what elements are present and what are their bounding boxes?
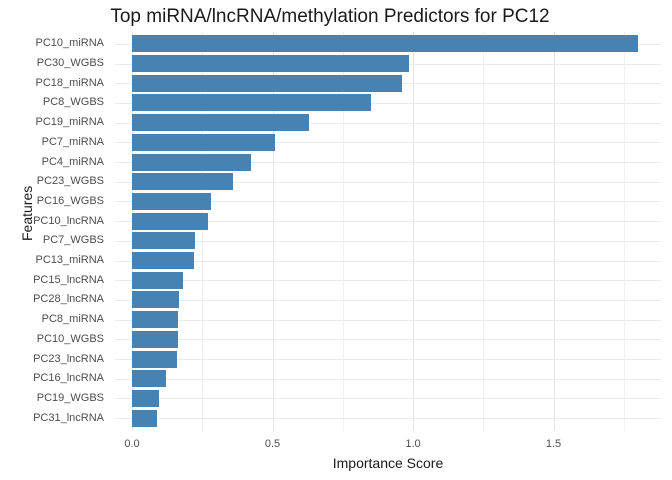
bar-PC13_miRNA <box>132 252 194 270</box>
y-gridline <box>115 260 661 262</box>
y-gridline <box>115 181 661 183</box>
bar-PC15_lncRNA <box>132 271 183 289</box>
y-tick-label: PC15_lncRNA <box>33 273 104 286</box>
y-gridline <box>115 418 661 420</box>
x-major-gridline <box>272 32 274 431</box>
y-gridline <box>115 142 661 144</box>
y-gridline <box>115 201 661 203</box>
y-tick-label: PC8_WGBS <box>42 96 104 109</box>
x-major-gridline <box>413 32 414 431</box>
y-gridline <box>115 280 661 282</box>
y-tick-label: PC7_WGBS <box>42 234 104 247</box>
x-minor-gridline <box>483 32 485 431</box>
bar-PC16_WGBS <box>132 192 211 210</box>
y-gridline <box>115 122 661 124</box>
bar-PC4_miRNA <box>132 153 252 171</box>
y-tick-label: PC13_miRNA <box>35 254 104 267</box>
bar-PC31_lncRNA <box>132 409 158 427</box>
y-tick-label: PC18_miRNA <box>35 76 104 89</box>
bar-PC23_lncRNA <box>132 350 177 368</box>
y-gridline <box>115 221 661 223</box>
y-tick-label: PC31_lncRNA <box>33 411 104 424</box>
bar-PC30_WGBS <box>132 55 409 73</box>
bar-PC8_miRNA <box>132 311 179 329</box>
x-axis-title: Importance Score <box>332 455 444 471</box>
chart-title: Top miRNA/lncRNA/methylation Predictors … <box>110 6 550 27</box>
y-gridline <box>115 339 661 341</box>
y-tick-label: PC23_WGBS <box>36 175 104 188</box>
y-tick-label: PC19_miRNA <box>35 116 104 129</box>
y-tick-label: PC16_lncRNA <box>33 372 104 385</box>
bar-PC19_miRNA <box>132 114 310 132</box>
x-tick-label: 0.5 <box>264 438 281 450</box>
bar-PC10_lncRNA <box>132 212 208 230</box>
x-tick-label: 1.0 <box>405 438 421 450</box>
y-gridline <box>115 319 661 321</box>
y-tick-label: PC8_miRNA <box>41 313 104 326</box>
y-tick-label: PC10_lncRNA <box>33 214 104 227</box>
x-tick-label: 0.0 <box>124 438 140 450</box>
bar-PC18_miRNA <box>132 74 402 92</box>
x-tick-label: 1.5 <box>545 438 562 450</box>
bar-PC10_WGBS <box>132 330 179 348</box>
x-major-gridline <box>553 32 555 431</box>
y-tick-label: PC16_WGBS <box>36 194 104 207</box>
bar-PC16_lncRNA <box>132 370 166 388</box>
y-gridline <box>115 299 661 301</box>
bar-PC23_WGBS <box>132 173 234 191</box>
y-tick-label: PC4_miRNA <box>41 155 104 168</box>
y-tick-label: PC19_WGBS <box>36 391 104 404</box>
bar-PC10_miRNA <box>132 35 638 53</box>
bar-PC7_miRNA <box>132 133 276 151</box>
y-tick-label: PC10_WGBS <box>36 332 104 345</box>
y-gridline <box>115 398 661 400</box>
x-major-gridline <box>132 32 133 431</box>
y-gridline <box>115 102 661 104</box>
x-minor-gridline <box>623 32 625 431</box>
y-gridline <box>115 240 661 242</box>
bar-PC19_WGBS <box>132 389 159 407</box>
y-tick-label: PC28_lncRNA <box>33 293 104 306</box>
x-minor-gridline <box>342 32 344 431</box>
bar-PC8_WGBS <box>132 94 371 112</box>
y-tick-label: PC10_miRNA <box>35 37 104 50</box>
plot-panel <box>115 32 661 431</box>
y-gridline <box>115 359 661 361</box>
y-tick-label: PC30_WGBS <box>36 57 104 70</box>
x-minor-gridline <box>202 32 204 431</box>
y-tick-label: PC23_lncRNA <box>33 352 104 365</box>
bar-PC7_WGBS <box>132 232 196 250</box>
y-tick-label: PC7_miRNA <box>41 135 104 148</box>
y-gridline <box>115 162 661 164</box>
y-gridline <box>115 378 661 380</box>
bar-PC28_lncRNA <box>132 291 179 309</box>
